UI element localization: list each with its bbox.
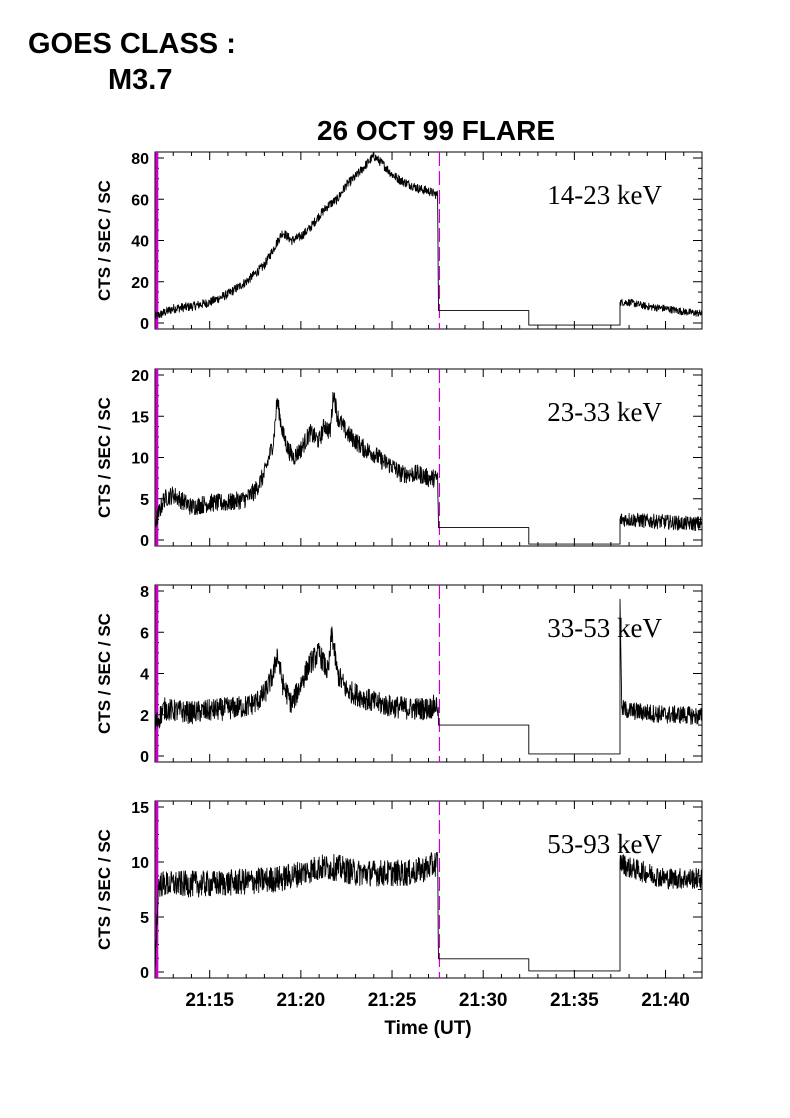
goes-class-heading: GOES CLASS : [28,28,236,60]
y-tick-label: 6 [140,625,149,642]
x-tick-labels: 21:15 21:20 21:25 21:30 21:35 21:40 [185,990,689,1011]
y-tick-label: 2 [140,708,149,725]
energy-band-label: 33-53 keV [547,613,662,643]
y-tick-label: 60 [131,192,149,209]
x-tick-label: 21:25 [368,990,417,1011]
goes-class-label: GOES CLASS : M3.7 [28,26,236,98]
y-tick-label: 80 [131,151,149,168]
y-tick-label: 0 [140,965,149,982]
y-tick-label: 20 [131,368,149,385]
y-axis-label: CTS / SEC / SC [95,829,114,950]
lightcurve-series [154,598,703,755]
energy-band-label: 14-23 keV [547,180,662,210]
energy-band-label: 53-93 keV [547,829,662,859]
y-tick-label: 0 [140,749,149,766]
y-tick-label: 4 [140,667,149,684]
y-axis-label: CTS / SEC / SC [95,397,114,518]
y-tick-label: 20 [131,275,149,292]
goes-class-value: M3.7 [108,64,173,96]
panel-3: 0 2 4 6 8 CTS / SEC / SC 33-53 keV [95,584,703,766]
x-axis-label: Time (UT) [384,1018,471,1039]
lightcurve-series [154,151,703,326]
y-tick-label: 15 [131,409,149,426]
panel-2: 0 5 10 15 20 CTS / SEC / SC 23-33 keV [95,368,703,550]
chart-title: 26 OCT 99 FLARE [317,115,555,146]
y-tick-label: 10 [131,451,149,468]
y-tick-label: 15 [131,800,149,817]
y-tick-label: 0 [140,533,149,550]
y-tick-label: 0 [140,316,149,333]
lightcurve-series [154,391,703,545]
y-tick-label: 5 [140,910,149,927]
panel-4: 0 5 10 15 CTS / SEC / SC 53-93 keV [95,800,703,982]
y-axis-label: CTS / SEC / SC [95,180,114,301]
y-tick-label: 8 [140,584,149,601]
x-tick-label: 21:35 [550,990,599,1011]
x-tick-label: 21:20 [277,990,326,1011]
y-tick-label: 10 [131,855,149,872]
x-tick-label: 21:40 [641,990,690,1011]
energy-band-label: 23-33 keV [547,397,662,427]
panel-1: 0 20 40 60 80 CTS / SEC / SC 14-23 keV [95,151,703,333]
x-tick-label: 21:15 [185,990,234,1011]
y-tick-label: 40 [131,234,149,251]
lightcurve-series [154,852,703,972]
x-tick-label: 21:30 [459,990,508,1011]
y-tick-label: 5 [140,492,149,509]
y-axis-label: CTS / SEC / SC [95,613,114,734]
